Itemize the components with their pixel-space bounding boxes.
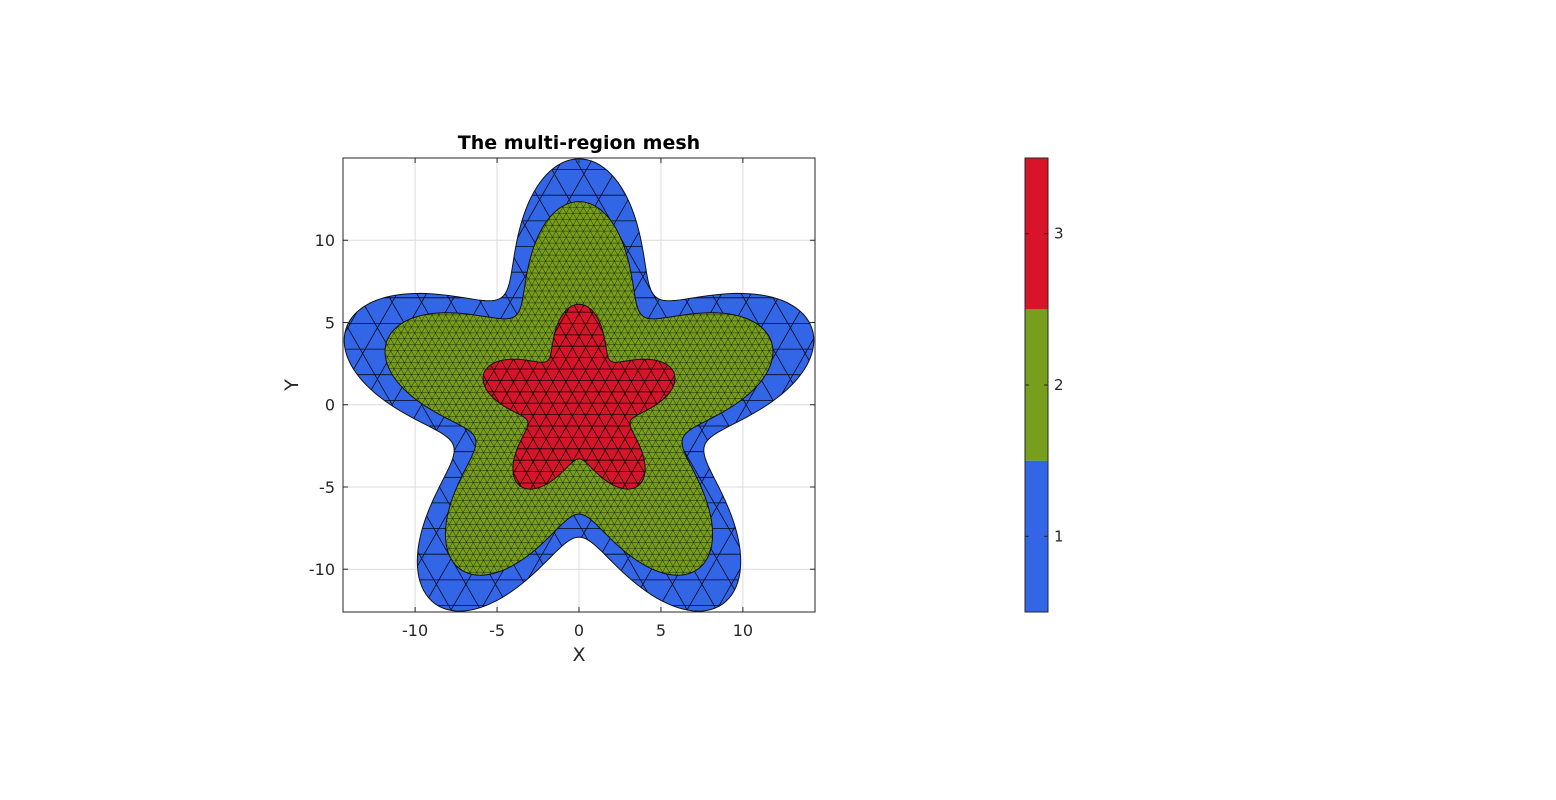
region-3-boundary bbox=[482, 303, 676, 490]
x-tick-label: -5 bbox=[489, 621, 505, 640]
colorbar-segment bbox=[1025, 309, 1048, 461]
x-tick-label: 5 bbox=[656, 621, 666, 640]
chart-title: The multi-region mesh bbox=[458, 132, 700, 154]
y-tick-label: -10 bbox=[309, 560, 335, 579]
colorbar-tick-label: 1 bbox=[1054, 527, 1064, 545]
mesh-region-3 bbox=[482, 303, 676, 490]
colorbar-tick-label: 3 bbox=[1054, 225, 1064, 243]
x-tick-label: -10 bbox=[402, 621, 428, 640]
y-axis-label: Y bbox=[281, 379, 303, 392]
y-tick-label: 10 bbox=[315, 231, 335, 250]
mesh-regions bbox=[343, 158, 815, 612]
region-3-mesh-edges bbox=[483, 304, 675, 490]
y-tick-label: -5 bbox=[319, 478, 335, 497]
x-axis-label: X bbox=[572, 644, 585, 666]
x-tick-label: 0 bbox=[574, 621, 584, 640]
axis-ticks: -10 -5 0 5 10 -10 -5 0 5 10 bbox=[309, 158, 815, 640]
colorbar-tick-label: 2 bbox=[1054, 376, 1064, 394]
x-tick-label: 10 bbox=[733, 621, 753, 640]
y-tick-label: 5 bbox=[325, 313, 335, 332]
colorbar-segment bbox=[1025, 460, 1048, 612]
region-2-boundary bbox=[384, 201, 774, 576]
region-1-boundary bbox=[343, 158, 815, 612]
y-tick-label: 0 bbox=[325, 396, 335, 415]
colorbar-segment bbox=[1025, 158, 1048, 310]
colorbar: 1 2 3 bbox=[1024, 157, 1064, 613]
